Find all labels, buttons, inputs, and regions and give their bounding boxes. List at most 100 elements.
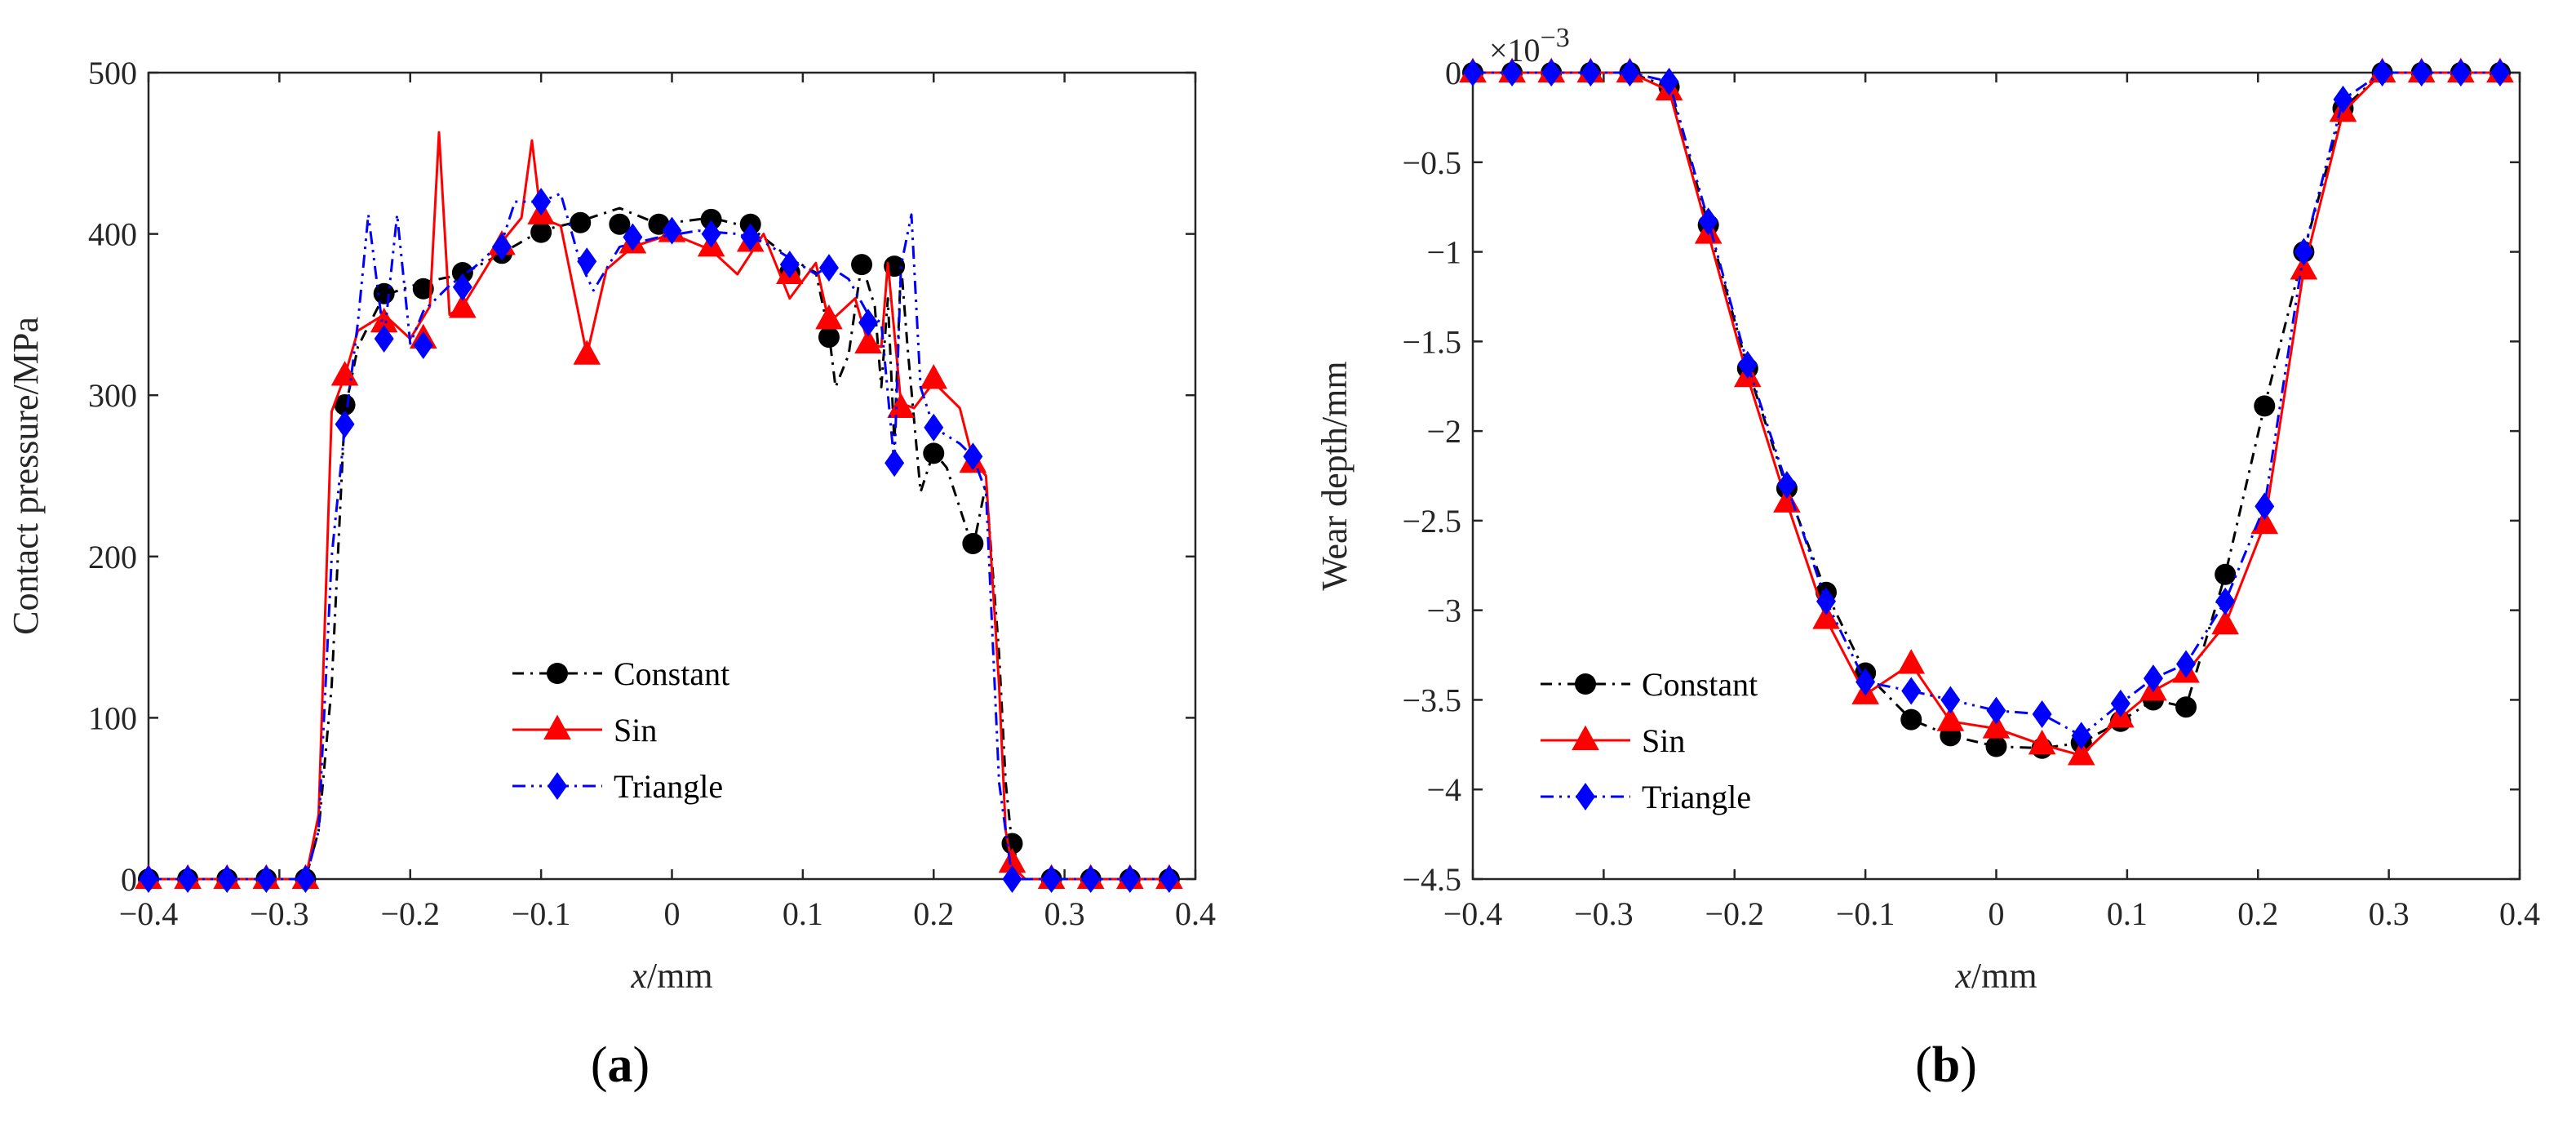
data-point	[492, 233, 512, 261]
data-point	[2143, 664, 2163, 693]
x-tick-label: −0.3	[250, 895, 309, 932]
data-point	[2032, 700, 2052, 729]
data-point	[2211, 609, 2239, 635]
plot-frame	[1471, 71, 2521, 881]
data-point	[662, 216, 682, 245]
y-exponent-label: ×10−3	[1489, 23, 1570, 69]
plot-frame	[147, 71, 1197, 881]
data-point	[335, 410, 355, 438]
series-line	[1473, 71, 2500, 737]
data-point	[1620, 59, 1640, 87]
data-point	[2290, 255, 2318, 280]
y-tick-label: 0	[1445, 55, 1461, 91]
data-point	[1816, 587, 1837, 615]
data-point	[701, 220, 721, 248]
data-point	[2254, 395, 2276, 417]
data-point	[1502, 59, 1523, 87]
x-tick-label: 0.3	[1044, 895, 1085, 932]
panel-paren-open: (	[1915, 1037, 1932, 1093]
data-point	[1985, 735, 2007, 757]
data-point	[885, 449, 905, 477]
x-tick-label: −0.4	[119, 895, 179, 932]
x-tick-label: 0.4	[2499, 895, 2540, 932]
y-tick-label: 300	[88, 377, 137, 414]
y-tick-label: −0.5	[1402, 144, 1461, 181]
data-point	[577, 247, 597, 276]
data-point	[2411, 59, 2432, 87]
data-point	[1581, 59, 1601, 87]
data-point	[963, 442, 983, 471]
panel-label: (a)	[591, 1037, 650, 1093]
legend-label: Sin	[614, 712, 657, 748]
data-point	[1080, 865, 1101, 893]
data-point	[374, 325, 394, 353]
data-point	[1856, 668, 1876, 696]
data-point	[609, 213, 631, 235]
panel-letter: a	[608, 1037, 633, 1093]
chart-b: −0.4 −0.3 −0.2 −0.1 0 0.1 0.2 0.3 0.4 −4.5 −4 −3.5 −…	[1315, 23, 2540, 1093]
data-point	[2110, 689, 2130, 717]
data-point	[1541, 59, 1562, 87]
y-axis-label: Wear depth/mm	[1315, 361, 1355, 590]
data-point	[1897, 649, 1926, 674]
y-tick-label: 100	[88, 700, 137, 736]
data-point	[1698, 207, 1718, 236]
panel-letter: b	[1932, 1037, 1960, 1093]
data-point	[1776, 470, 1797, 499]
data-point	[1463, 59, 1483, 87]
data-point	[858, 309, 879, 337]
data-point	[573, 340, 601, 365]
y-tick-label: 500	[88, 55, 137, 91]
data-point	[1002, 865, 1022, 893]
data-point	[818, 326, 840, 349]
data-point	[818, 254, 839, 282]
series-line	[149, 131, 1169, 881]
legend-label: Triangle	[614, 768, 723, 805]
x-tick-label: 0.4	[1175, 895, 1216, 932]
data-point	[217, 865, 237, 893]
data-point	[1986, 696, 2006, 725]
x-tick-label: 0.2	[913, 895, 954, 932]
chart-a: −0.4 −0.3 −0.2 −0.1 0 0.1 0.2 0.3 0.4 0 100 200 300 4…	[6, 55, 1216, 1093]
x-tick-label: −0.2	[380, 895, 440, 932]
legend-marker	[1576, 783, 1595, 811]
data-point	[1120, 865, 1140, 893]
x-tick-label: −0.1	[512, 895, 571, 932]
y-tick-label: 0	[121, 861, 137, 898]
data-point	[887, 393, 915, 419]
data-point	[2176, 650, 2197, 678]
legend-label: Constant	[1642, 666, 1758, 703]
data-point	[1900, 708, 1922, 731]
data-point	[139, 865, 158, 893]
y-tick-label: −4	[1426, 771, 1461, 808]
x-tick-label: −0.2	[1705, 895, 1764, 932]
y-tick-label: −4.5	[1402, 861, 1461, 898]
y-axis-label: Contact pressure/MPa	[6, 317, 46, 635]
x-tick-label: 0	[1989, 895, 2005, 932]
legend-label: Triangle	[1642, 779, 1751, 815]
x-axis-label: x/mm	[1954, 956, 2037, 996]
data-point	[2333, 85, 2353, 113]
data-point	[700, 208, 722, 230]
panel-paren-close: )	[633, 1037, 650, 1093]
data-point	[851, 254, 873, 276]
y-tick-label: −3	[1426, 593, 1461, 629]
data-point	[295, 865, 316, 893]
legend-marker	[547, 663, 568, 684]
data-point	[1901, 677, 1922, 705]
data-point	[740, 223, 760, 251]
data-point	[2028, 729, 2056, 755]
x-tick-label: 0.1	[2107, 895, 2148, 932]
x-tick-label: 0.3	[2369, 895, 2410, 932]
x-tick-label: −0.1	[1836, 895, 1895, 932]
y-tick-label: −2.5	[1402, 503, 1461, 540]
data-point	[570, 211, 592, 233]
data-point	[924, 413, 944, 442]
data-point	[2071, 722, 2091, 750]
panel-label: (b)	[1915, 1037, 1977, 1093]
data-point	[923, 442, 945, 464]
data-point	[1659, 67, 1679, 95]
data-point	[2250, 509, 2279, 535]
data-point	[962, 532, 984, 554]
